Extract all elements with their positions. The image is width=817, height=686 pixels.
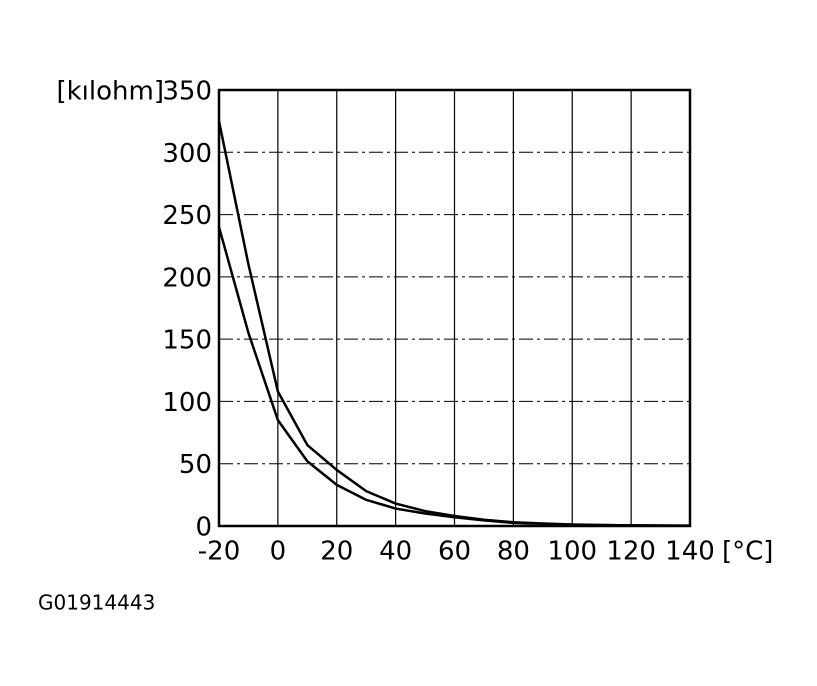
y-tick-label: 100 [162,388,212,418]
y-axis-label: [kılohm] [56,77,164,107]
x-tick-label: 0 [270,537,287,567]
x-tick-label: -20 [198,537,240,567]
x-tick-label: 80 [497,537,530,567]
x-tick-label: 140 [665,537,715,567]
y-tick-label: 50 [179,450,212,480]
x-tick-label: 20 [320,537,353,567]
x-axis-label: [°C] [722,537,773,567]
y-tick-label: 300 [162,139,212,169]
x-tick-label: 100 [547,537,597,567]
x-tick-label: 60 [438,537,471,567]
y-tick-label: 0 [195,513,212,543]
plot-frame [217,88,692,528]
y-tick-label: 250 [162,201,212,231]
y-tick-label: 350 [162,77,212,107]
x-tick-label: 120 [606,537,656,567]
y-tick-label: 200 [162,263,212,293]
footer-code: G01914443 [38,591,155,615]
data-line [217,226,691,528]
y-tick-label: 150 [162,326,212,356]
x-tick-label: 40 [379,537,412,567]
